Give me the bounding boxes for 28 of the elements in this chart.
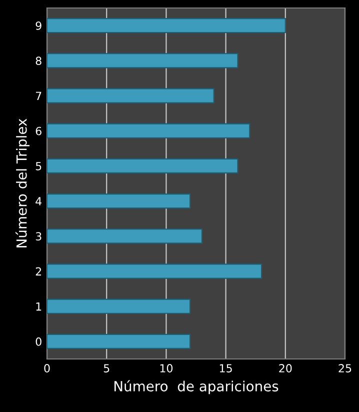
y-tick-label: 9 <box>36 22 42 30</box>
y-axis-title: Número del Triplex <box>16 118 30 248</box>
x-axis-title: Número de apariciones <box>114 380 278 394</box>
y-tick-label: 0 <box>36 337 42 346</box>
bar <box>47 228 203 244</box>
y-tick-label: 6 <box>36 126 42 136</box>
bar <box>47 193 191 209</box>
bar <box>47 298 191 314</box>
x-tick-label: 25 <box>338 364 352 372</box>
y-tick-label: 5 <box>36 162 42 170</box>
x-tick-label: 5 <box>104 364 110 372</box>
y-tick-label: 4 <box>36 197 42 206</box>
bar <box>47 18 286 34</box>
y-tick-label: 2 <box>36 267 42 276</box>
bar <box>47 334 191 350</box>
y-tick-label: 7 <box>36 92 42 100</box>
y-tick-label: 1 <box>36 302 42 311</box>
y-tick-label: 8 <box>36 56 42 66</box>
bar <box>47 53 238 68</box>
bar <box>47 264 262 279</box>
x-tick-label: 20 <box>279 364 292 372</box>
x-tick-label: 15 <box>220 364 232 372</box>
bar <box>47 123 250 138</box>
y-tick-label: 3 <box>36 232 42 241</box>
bar <box>47 158 238 174</box>
bar <box>47 88 214 104</box>
x-tick-label: 10 <box>160 364 173 372</box>
x-tick-label: 0 <box>44 364 50 372</box>
